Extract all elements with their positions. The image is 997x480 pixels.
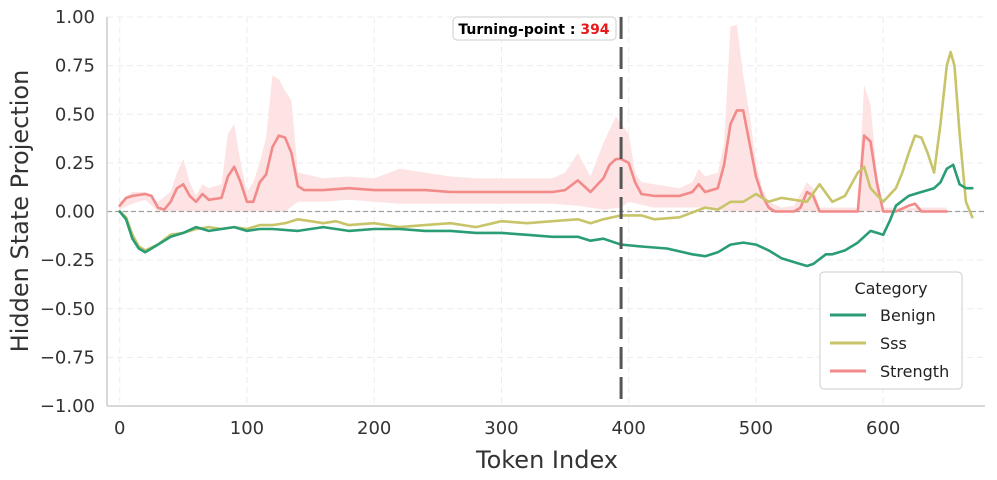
axes [106, 17, 985, 407]
annotation-label: Turning-point : [458, 22, 580, 38]
x-tick-label-400: 400 [612, 418, 646, 439]
y-tick-label-0: −1.00 [40, 396, 95, 417]
turning-point-annotation: Turning-point : 394 [452, 16, 617, 41]
x-tick-label-300: 300 [484, 418, 518, 439]
x-tick-label-600: 600 [866, 418, 900, 439]
strength-confidence-band [119, 24, 947, 212]
annotation-text: Turning-point : 394 [458, 22, 609, 38]
y-tick-label-2: −0.50 [40, 299, 95, 320]
series-lines [118, 50, 974, 268]
x-tick-label-200: 200 [357, 418, 391, 439]
x-tick-label-100: 100 [230, 418, 264, 439]
x-axis-title: Token Index [475, 446, 618, 474]
annotation-value: 394 [580, 22, 609, 38]
legend: Category Benign Sss Strength [819, 271, 963, 390]
annotation-box [452, 16, 617, 41]
y-tick-label-7: 0.75 [55, 56, 95, 77]
series-line-strength [118, 109, 949, 213]
series-line-benign [118, 163, 974, 268]
y-tick-label-1: −0.75 [40, 347, 95, 368]
y-tick-label-4: 0.00 [55, 202, 95, 223]
y-tick-label-6: 0.50 [55, 104, 95, 125]
legend-label-benign: Benign [880, 306, 936, 325]
y-tick-label-8: 1.00 [55, 7, 95, 28]
x-tick-label-500: 500 [739, 418, 773, 439]
tick-labels: 0 100 200 300 400 500 600 −1.00 −0.75 −0.50 −0.25 0… [40, 7, 901, 439]
y-axis-title: Hidden State Projection [6, 70, 34, 353]
legend-label-strength: Strength [880, 362, 949, 381]
x-tick-label-0: 0 [114, 418, 125, 439]
legend-label-sss: Sss [880, 334, 907, 353]
legend-title: Category [854, 279, 927, 298]
band-area [119, 24, 947, 212]
y-tick-label-5: 0.25 [55, 153, 95, 174]
y-tick-label-3: −0.25 [40, 250, 95, 271]
legend-frame [819, 271, 963, 390]
series-line-sss [118, 50, 974, 252]
